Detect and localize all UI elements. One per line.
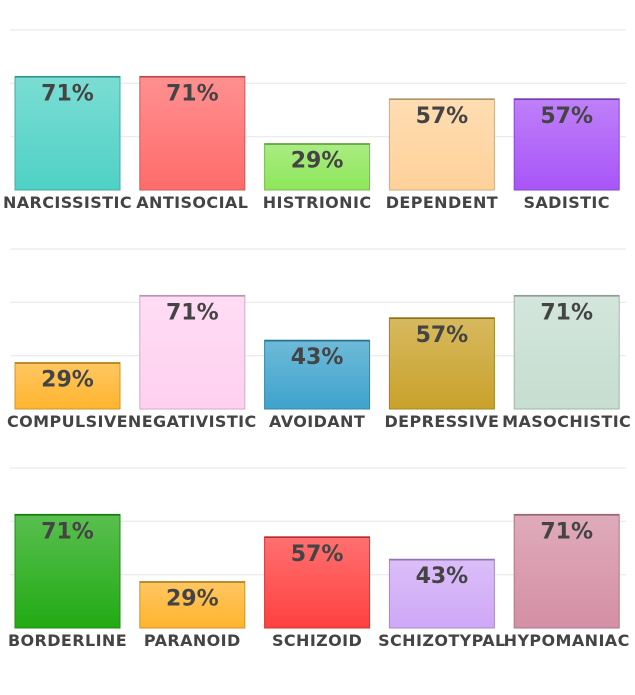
category-label: SCHIZOID (272, 631, 362, 650)
category-label: SADISTIC (523, 193, 609, 212)
category-label: PARANOID (144, 631, 241, 650)
category-label: NEGATIVISTIC (128, 412, 257, 431)
bar-antisocial (139, 75, 246, 191)
data-label: 43% (291, 345, 344, 370)
bar-borderline (14, 513, 121, 629)
bar-paranoid (139, 581, 246, 629)
data-label: 57% (416, 104, 469, 129)
data-label: 57% (291, 542, 344, 567)
category-label: ANTISOCIAL (136, 193, 248, 212)
category-label: AVOIDANT (269, 412, 365, 431)
data-label: 57% (540, 104, 593, 129)
category-label: DEPENDENT (386, 193, 498, 212)
bar-schizotypal (388, 558, 495, 629)
data-label: 43% (416, 564, 469, 589)
category-label: SCHIZOTYPAL (378, 631, 506, 650)
chart-panel-1: 71% NARCISSISTIC 71% ANTISOCIAL 29% HISTRIONI… (3, 29, 626, 212)
bar-sadistic (513, 98, 620, 191)
data-label: 71% (540, 519, 593, 544)
data-label: 71% (41, 81, 94, 106)
bar-masochistic (513, 294, 620, 410)
category-label: BORDERLINE (8, 631, 127, 650)
category-label: NARCISSISTIC (3, 193, 132, 212)
bar-negativistic (139, 294, 246, 410)
data-label: 57% (416, 323, 469, 348)
data-label: 29% (41, 368, 94, 393)
chart-panel-2: 29% COMPULSIVE 71% NEGATIVISTIC 43% AVOIDANT 5… (7, 248, 631, 431)
bar-narcissistic (14, 75, 121, 191)
data-label: 29% (291, 149, 344, 174)
category-label: DEPRESSIVE (385, 412, 500, 431)
category-label: HISTRIONIC (263, 193, 372, 212)
data-label: 71% (41, 519, 94, 544)
data-label: 71% (166, 300, 219, 325)
data-label: 29% (166, 587, 219, 612)
bar-depressive (388, 317, 495, 410)
data-label: 71% (540, 300, 593, 325)
data-label: 71% (166, 81, 219, 106)
category-label: HYPOMANIAC (504, 631, 630, 650)
category-label: COMPULSIVE (7, 412, 128, 431)
chart-panel-3: 71% BORDERLINE 29% PARANOID 57% SCHIZOID 43% SC… (8, 467, 630, 650)
category-label: MASOCHISTIC (502, 412, 631, 431)
bar-avoidant (264, 339, 371, 410)
